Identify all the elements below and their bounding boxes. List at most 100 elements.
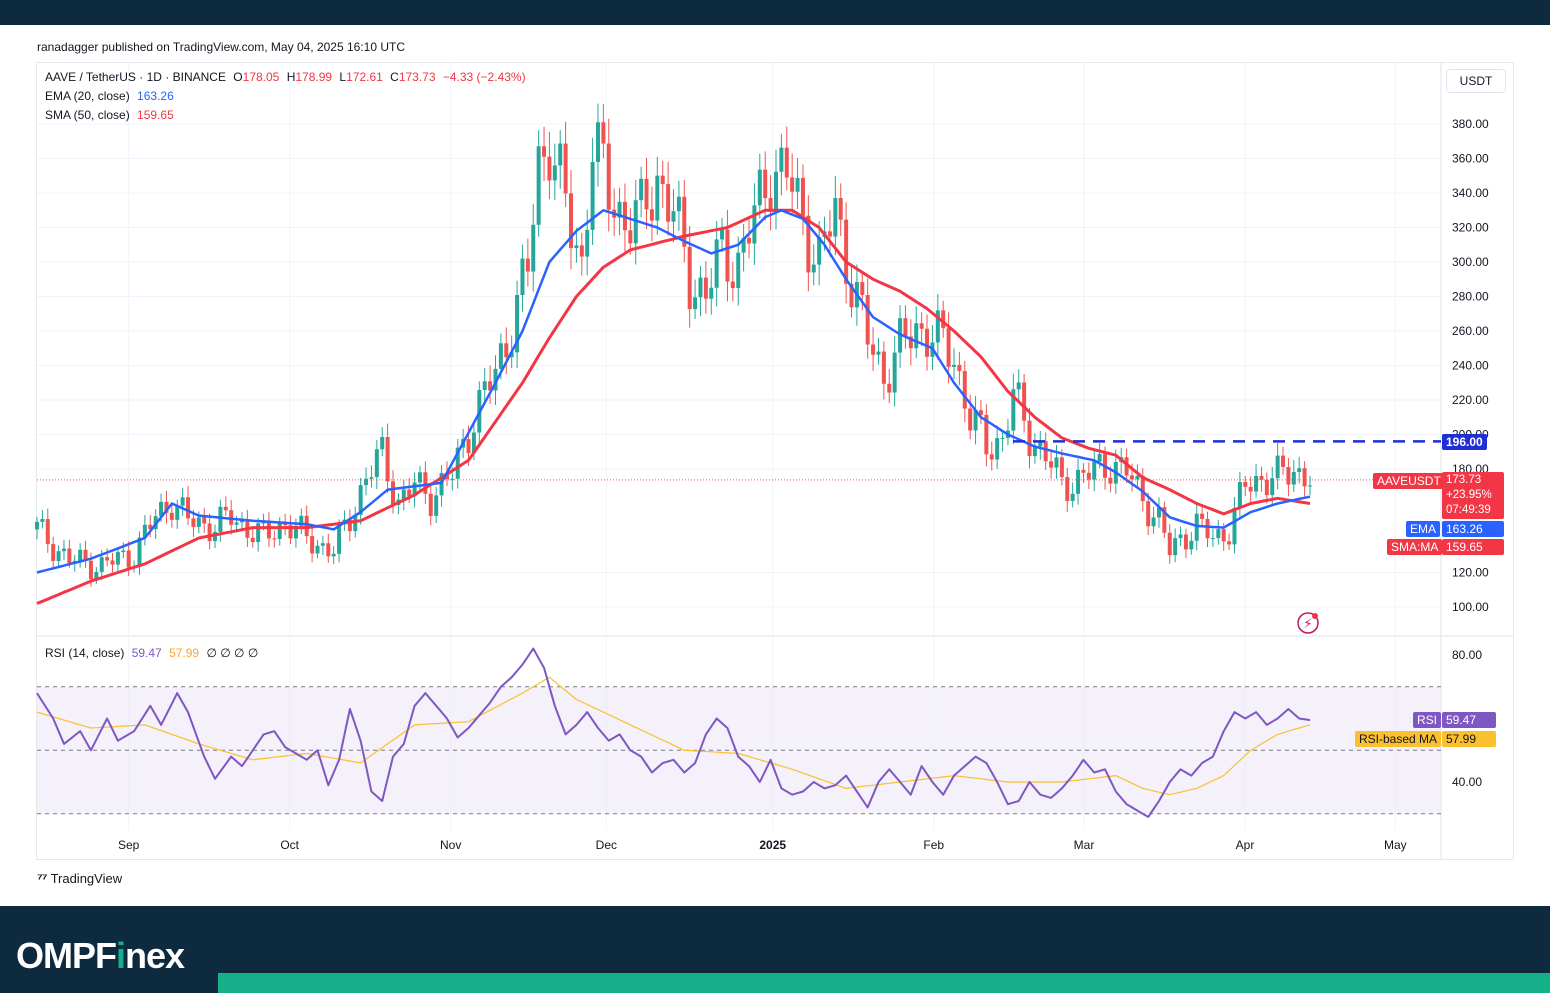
x-tick-label: Nov <box>440 838 461 852</box>
candle-body <box>741 237 746 253</box>
y-tick-label: 360.00 <box>1452 152 1489 166</box>
candle-body <box>962 371 967 409</box>
candle-body <box>320 543 325 546</box>
tradingview-icon: ⁷⁷ <box>37 870 48 886</box>
currency-button[interactable]: USDT <box>1446 69 1506 93</box>
close-value: 173.73 <box>398 70 436 84</box>
candle-body <box>1065 477 1070 501</box>
ema20-line <box>36 209 1311 574</box>
candle-body <box>213 531 218 542</box>
candle-body <box>1183 534 1188 550</box>
candle-body <box>1146 501 1151 527</box>
candle-body <box>455 447 460 479</box>
candle-body <box>164 501 169 513</box>
candle-body <box>450 478 455 480</box>
candle-body <box>784 147 789 178</box>
candle-body <box>471 432 476 454</box>
high-value: 178.99 <box>295 70 333 84</box>
candle-body <box>1049 461 1054 468</box>
candle-body <box>315 545 320 554</box>
candle-body <box>434 495 439 516</box>
candle-body <box>94 571 99 580</box>
candle-body <box>250 537 255 543</box>
candle-body <box>1243 482 1248 487</box>
brand-logo: OMPFinex <box>16 935 185 977</box>
candle-body <box>935 310 940 343</box>
candle-body <box>1156 507 1161 518</box>
tradingview-logo[interactable]: ⁷⁷ TradingView <box>37 870 122 886</box>
candle-body <box>159 501 164 517</box>
rsi-legend-label: RSI (14, close) <box>45 646 125 660</box>
candle-body <box>186 497 191 519</box>
candle-body <box>110 560 115 565</box>
y-tick-label: 300.00 <box>1452 255 1489 269</box>
rsi-value-badge: 59.47 <box>1442 712 1496 728</box>
candle-body <box>1151 517 1156 527</box>
candle-body <box>142 524 147 538</box>
candle-body <box>401 489 406 500</box>
candle-body <box>504 343 509 358</box>
candle-body <box>806 215 811 273</box>
candle-body <box>369 477 374 479</box>
candle-body <box>1124 457 1129 476</box>
candle-body <box>374 449 379 478</box>
footer-stripe <box>218 973 1550 993</box>
candle-body <box>1221 529 1226 542</box>
symbol-label[interactable]: AAVE / TetherUS · 1D · BINANCE <box>45 70 226 84</box>
ema-legend[interactable]: EMA (20, close) 163.26 <box>45 89 178 103</box>
sma-tag-badge: SMA:MA <box>1387 539 1443 555</box>
rsi-ma-line <box>36 676 1311 796</box>
candle-body <box>547 156 552 181</box>
tradingview-text: TradingView <box>50 870 123 886</box>
price-badge-pct: +23.95% <box>1446 489 1492 501</box>
candle-body <box>941 310 946 329</box>
candle-body <box>725 229 730 282</box>
candle-body <box>515 294 520 353</box>
x-tick-label: 2025 <box>759 838 786 852</box>
candle-body <box>978 410 983 415</box>
close-label: C <box>390 70 399 84</box>
candle-body <box>569 193 574 249</box>
candle-body <box>1129 475 1134 480</box>
candle-body <box>444 473 449 480</box>
candle-body <box>1210 538 1215 540</box>
candle-body <box>1097 453 1102 462</box>
candle-body <box>1286 466 1291 485</box>
candle-body <box>1054 457 1059 468</box>
candle-body <box>892 352 897 393</box>
candle-body <box>1027 420 1032 457</box>
candle-body <box>207 523 212 542</box>
candle-body <box>682 196 687 247</box>
candle-body <box>261 522 266 524</box>
rsi-line <box>36 647 1311 818</box>
candle-body <box>288 525 293 539</box>
candle-body <box>148 524 153 530</box>
candle-body <box>466 439 471 454</box>
candle-body <box>1135 475 1140 480</box>
candle-body <box>1070 493 1075 501</box>
candle-body <box>407 489 412 497</box>
rsi-legend[interactable]: RSI (14, close) 59.47 57.99 ∅ ∅ ∅ ∅ <box>45 646 262 660</box>
sma-legend[interactable]: SMA (50, close) 159.65 <box>45 108 178 122</box>
candle-body <box>644 178 649 210</box>
candle-body <box>99 557 104 572</box>
candle-body <box>1076 469 1081 494</box>
x-tick-label: Apr <box>1236 838 1255 852</box>
price-badge: 173.73 +23.95% 07:49:39 <box>1442 472 1504 519</box>
candle-body <box>121 550 126 553</box>
candle-body <box>876 351 881 355</box>
candle-body <box>223 506 228 511</box>
candle-body <box>83 549 88 561</box>
candle-body <box>412 482 417 497</box>
open-label: O <box>233 70 243 84</box>
y-tick-label: 340.00 <box>1452 186 1489 200</box>
candle-body <box>1291 471 1296 485</box>
flash-bolt-icon: ⚡ <box>1303 617 1312 632</box>
candle-body <box>417 472 422 483</box>
brand-dot: i <box>116 935 126 976</box>
chart-frame[interactable] <box>36 62 1514 860</box>
candle-body <box>1200 513 1205 519</box>
brand-post: nex <box>125 935 185 976</box>
candle-body <box>844 219 849 284</box>
